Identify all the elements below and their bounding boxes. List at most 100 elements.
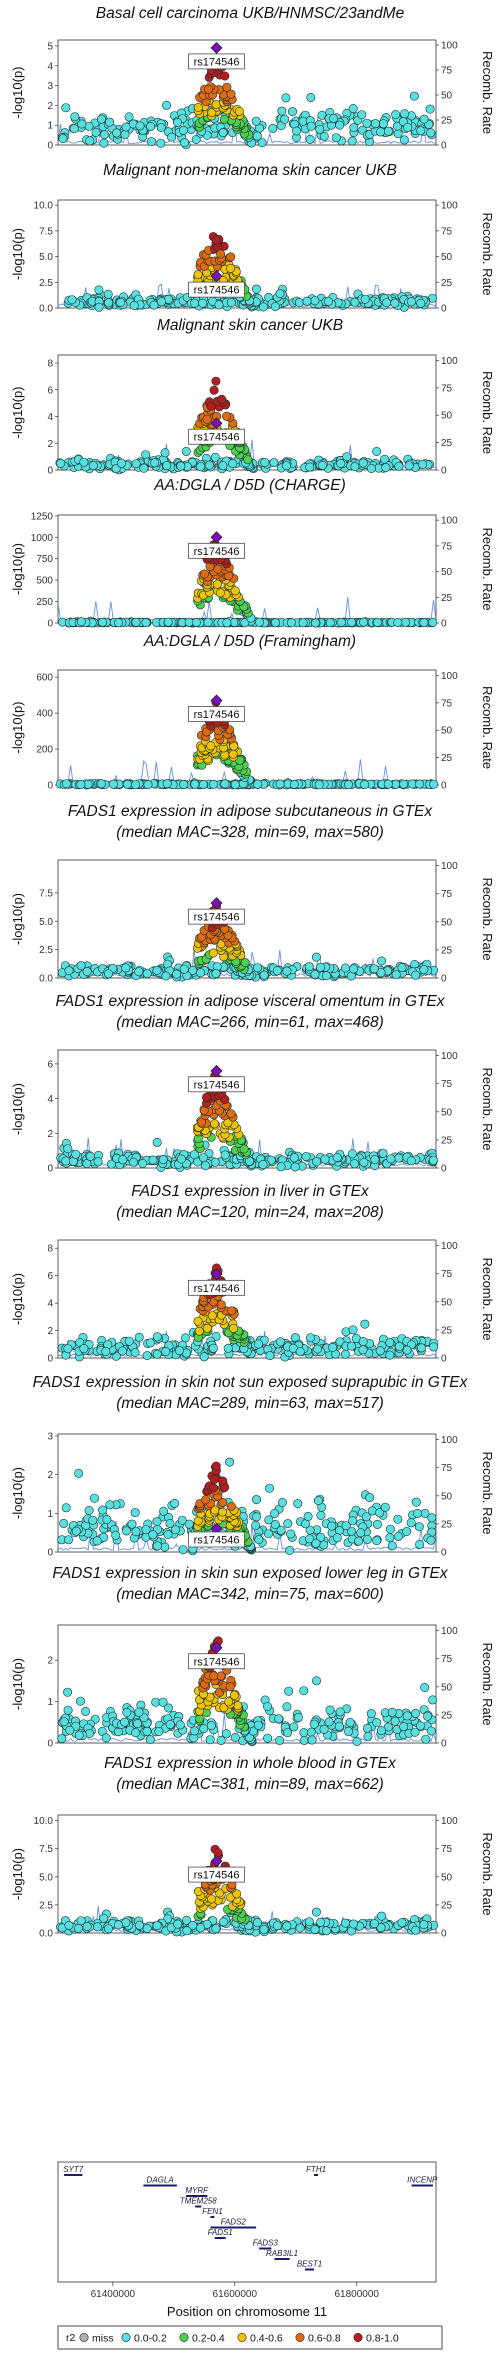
- snp-point: [209, 779, 219, 789]
- legend-label: 0.8-1.0: [366, 2333, 399, 2345]
- snp-point: [311, 1907, 321, 1917]
- y-tick-label: 6: [47, 385, 53, 396]
- snp-point: [124, 1336, 134, 1346]
- y2-tick-label: 100: [441, 1626, 458, 1637]
- snp-point: [253, 1720, 263, 1730]
- y2-tick-label: 75: [441, 1844, 453, 1855]
- snp-point: [209, 1483, 219, 1493]
- panel-title: AA:DGLA / D5D (Framingham): [143, 633, 356, 650]
- snp-point: [394, 461, 404, 471]
- y2-tick-label: 0: [441, 781, 447, 792]
- snp-point: [99, 1913, 109, 1923]
- snp-point: [325, 1705, 335, 1715]
- snp-point: [426, 128, 436, 138]
- y-axis-label: -log10(p): [10, 1083, 25, 1135]
- snp-point: [252, 131, 262, 141]
- snp-point: [306, 1333, 316, 1343]
- y2-tick-label: 100: [441, 1241, 458, 1252]
- gene-track-frame: [57, 2161, 437, 2283]
- y-tick-label: 0: [47, 1164, 53, 1175]
- snp-point: [292, 126, 302, 136]
- snp-point: [310, 1925, 320, 1935]
- y2-tick-label: 50: [441, 726, 453, 737]
- snp-point: [415, 779, 425, 789]
- snp-point: [212, 579, 222, 589]
- y-tick-label: 200: [36, 745, 53, 756]
- panel-subtitle: (median MAC=381, min=89, max=662): [116, 1776, 384, 1793]
- snp-point: [207, 1894, 217, 1904]
- snp-point: [393, 617, 403, 627]
- panel-4: AA:DGLA / D5D (CHARGE)025050075010001250…: [10, 477, 495, 630]
- snp-point: [146, 122, 156, 132]
- snp-point: [282, 1728, 292, 1738]
- panel-3: Malignant skin cancer UKB 0 2 4 6 8 0 25 50 75 100…: [10, 317, 495, 477]
- y-tick-label: 5.0: [39, 252, 53, 263]
- lead-snp-label: rs174546: [194, 709, 240, 721]
- snp-point: [159, 1506, 169, 1516]
- snp-point: [399, 1722, 409, 1732]
- snp-point: [63, 1144, 73, 1154]
- y-axis-label: -log10(p): [10, 1848, 25, 1900]
- y2-axis-label: Recomb. Rate: [480, 686, 495, 769]
- snp-point: [156, 123, 166, 133]
- legend-swatch: [121, 2333, 131, 2343]
- y-tick-label: 2: [47, 1656, 53, 1667]
- y-axis-label: -log10(p): [10, 66, 25, 118]
- snp-point: [310, 618, 320, 628]
- y2-tick-label: 25: [441, 945, 453, 956]
- legend-label: 0.0-0.2: [134, 2333, 167, 2345]
- snp-point: [193, 103, 203, 113]
- gene-label: FADS3: [253, 2239, 279, 2248]
- y-tick-label: 0: [47, 619, 53, 630]
- legend: r2 miss 0.0-0.2 0.2-0.4 0.4-0.6 0.6-0.8 0.8-1…: [57, 2325, 443, 2350]
- legend-label: 0.4-0.6: [250, 2333, 283, 2345]
- snp-point: [152, 1541, 162, 1551]
- snp-point: [258, 1160, 268, 1170]
- snp-point: [131, 617, 141, 627]
- snp-point: [306, 121, 316, 131]
- snp-point: [76, 1916, 86, 1926]
- snp-point: [104, 298, 114, 308]
- snp-point: [354, 1536, 364, 1546]
- y2-tick-label: 100: [441, 1051, 458, 1062]
- snp-point: [133, 1719, 143, 1729]
- snp-point: [332, 1533, 342, 1543]
- snp-point: [111, 464, 121, 474]
- snp-point: [204, 460, 214, 470]
- snp-point: [372, 1519, 382, 1529]
- snp-point: [85, 136, 95, 146]
- snp-point: [419, 114, 429, 124]
- snp-point: [94, 302, 104, 312]
- snp-point: [334, 1721, 344, 1731]
- snp-point: [156, 138, 166, 148]
- snp-point: [161, 1347, 171, 1357]
- snp-point: [76, 779, 86, 789]
- snp-point: [313, 1496, 323, 1506]
- snp-point: [161, 971, 171, 981]
- snp-point: [127, 1519, 137, 1529]
- snp-point: [275, 779, 285, 789]
- panel-title: FADS1 expression in skin sun exposed low…: [52, 1565, 448, 1582]
- snp-point: [282, 1702, 292, 1712]
- snp-point: [419, 965, 429, 975]
- snp-point: [394, 1153, 404, 1163]
- snp-point: [84, 1506, 94, 1516]
- snp-point: [385, 1338, 395, 1348]
- snp-point: [196, 968, 206, 978]
- snp-point: [218, 128, 228, 138]
- snp-point: [305, 134, 315, 144]
- snp-point: [348, 1325, 358, 1335]
- y-tick-label: 5.0: [39, 1872, 53, 1883]
- y-tick-label: 7.5: [39, 226, 53, 237]
- y-tick-label: 2.5: [39, 945, 53, 956]
- snp-point: [316, 1510, 326, 1520]
- y-tick-label: 1: [47, 1697, 53, 1708]
- y2-axis-label: Recomb. Rate: [480, 51, 495, 134]
- snp-point: [198, 298, 208, 308]
- snp-point: [411, 1925, 421, 1935]
- snp-point: [93, 1157, 103, 1167]
- lead-snp-label: rs174546: [194, 56, 240, 68]
- y2-tick-label: 25: [441, 1900, 453, 1911]
- snp-point: [262, 1702, 272, 1712]
- snp-point: [99, 138, 109, 148]
